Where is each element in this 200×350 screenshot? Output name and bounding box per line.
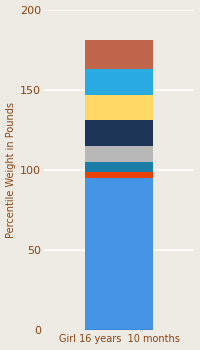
Bar bbox=[85, 162, 153, 172]
Bar bbox=[85, 120, 153, 146]
Bar bbox=[85, 94, 153, 120]
Bar bbox=[85, 178, 153, 330]
Bar bbox=[85, 146, 153, 162]
Bar bbox=[85, 40, 153, 69]
Bar bbox=[85, 69, 153, 94]
Bar bbox=[85, 172, 153, 178]
Y-axis label: Percentile Weight in Pounds: Percentile Weight in Pounds bbox=[6, 102, 16, 238]
